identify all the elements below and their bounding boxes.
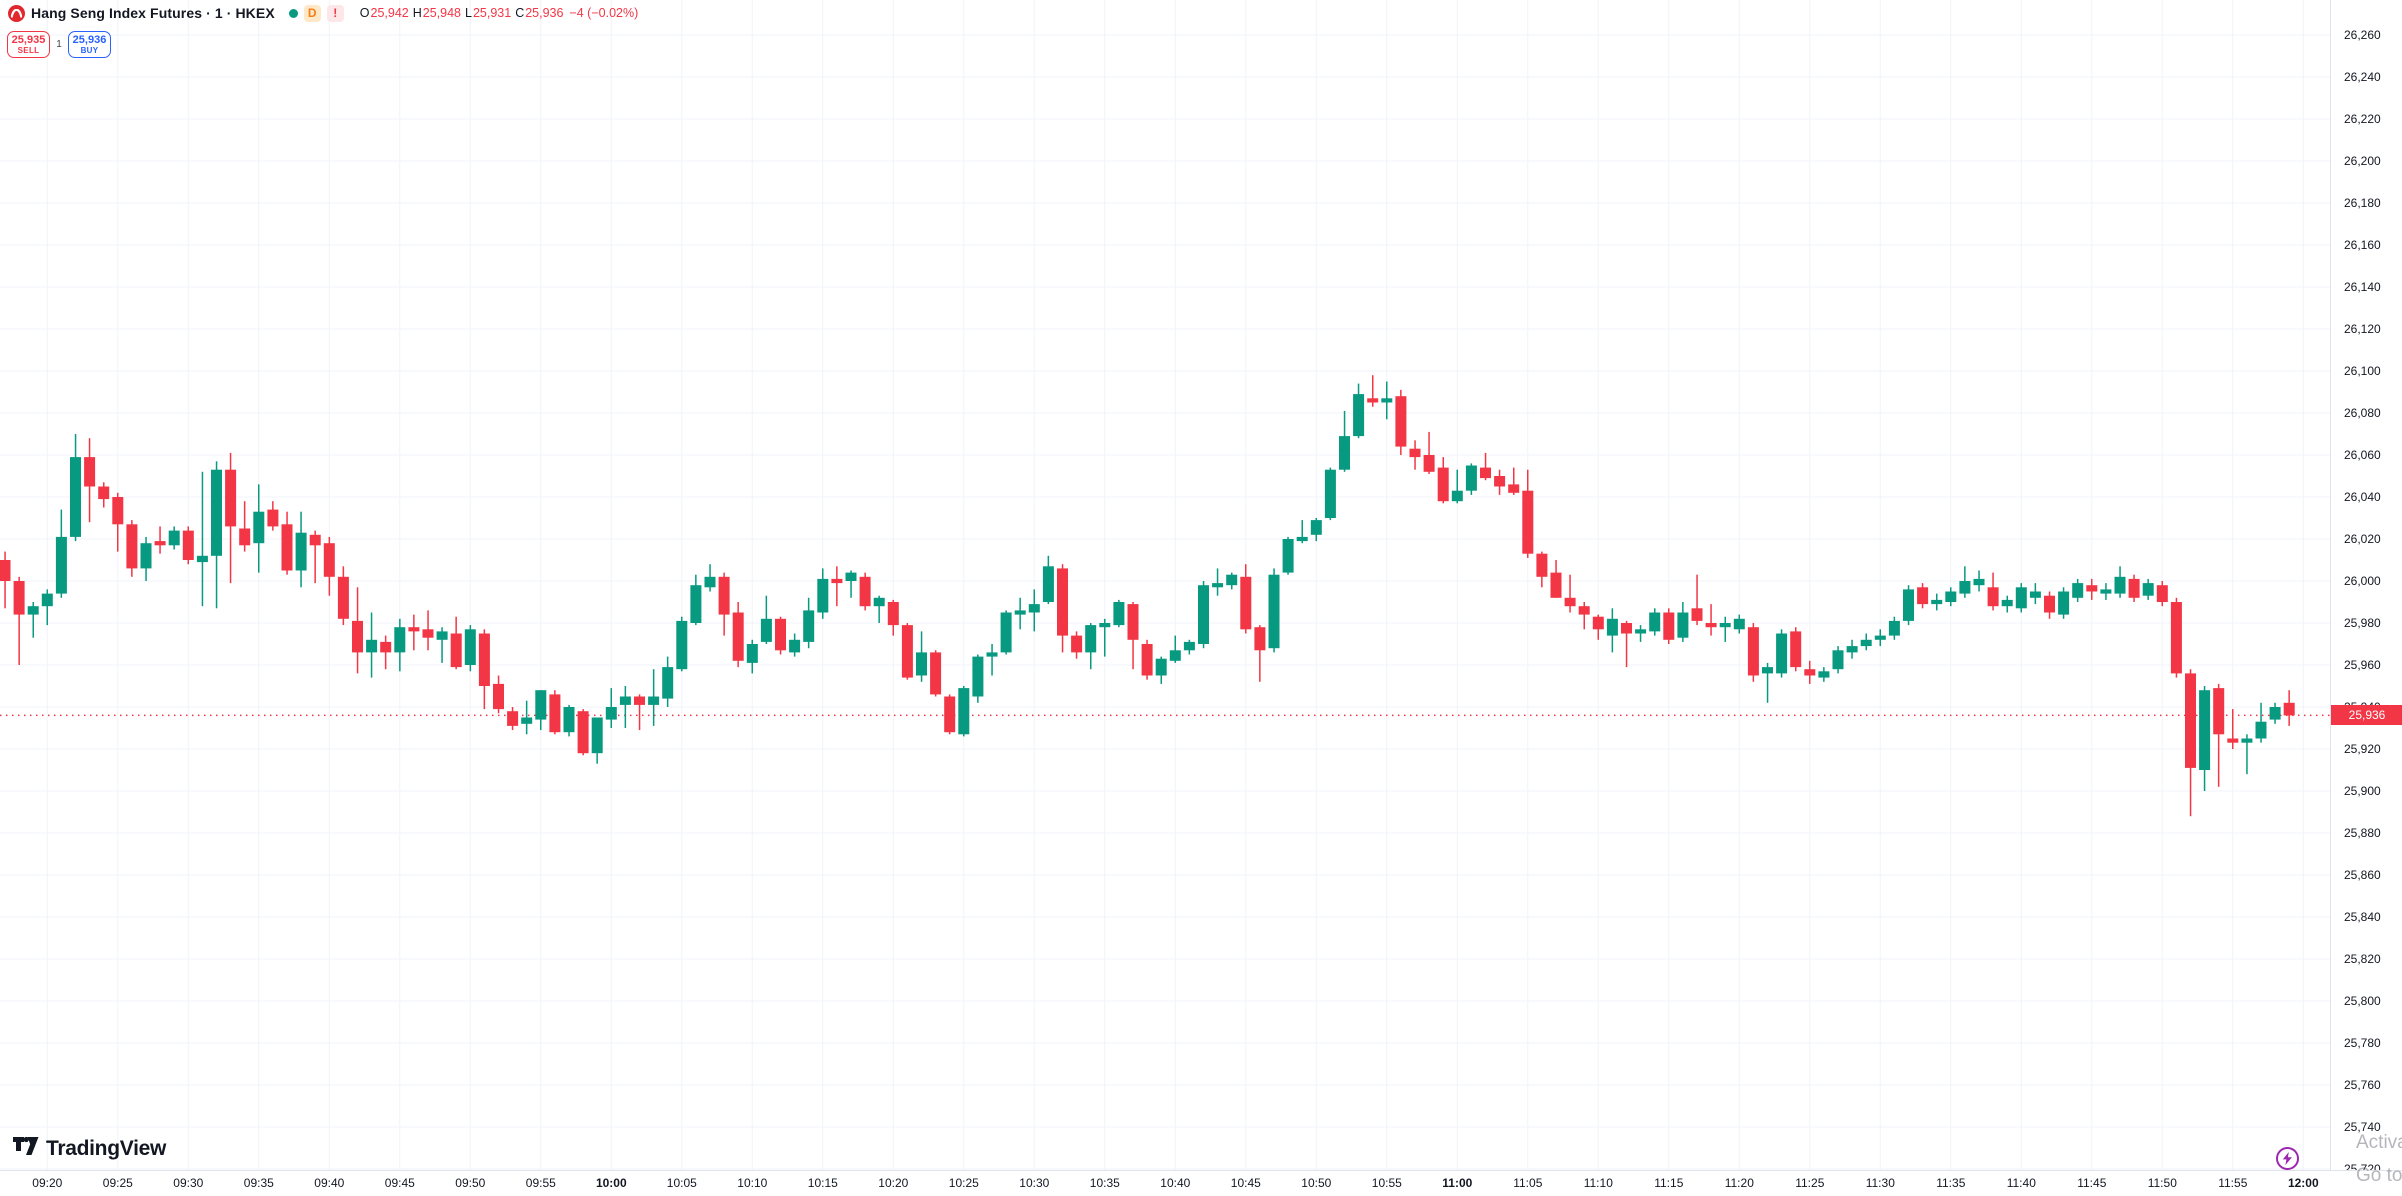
time-axis-label: 10:20: [878, 1176, 909, 1190]
time-axis-label: 11:35: [1936, 1176, 1966, 1190]
price-axis-label: 25,860: [2344, 868, 2381, 882]
time-axis-label: 09:40: [314, 1176, 345, 1190]
time-axis-label: 10:55: [1371, 1176, 1402, 1190]
time-axis-label: 09:35: [243, 1176, 274, 1190]
price-axis-label: 26,040: [2344, 490, 2381, 504]
tradingview-logo-icon: [13, 1136, 39, 1161]
time-axis[interactable]: 09:20 09:25 09:30 09:35 09:40 09:45 09:50 09:55…: [0, 1170, 2402, 1196]
price-axis-label: 26,120: [2344, 322, 2381, 336]
time-axis-label: 10:10: [737, 1176, 768, 1190]
time-axis-label: 11:30: [1865, 1176, 1895, 1190]
price-axis-label: 26,160: [2344, 238, 2381, 252]
time-axis-label: 09:50: [455, 1176, 486, 1190]
price-axis-label: 26,100: [2344, 364, 2381, 378]
ohlc-high-value: 25,948: [422, 6, 461, 20]
buy-label: BUY: [80, 46, 99, 55]
price-axis-label: 25,740: [2344, 1120, 2381, 1134]
buy-button[interactable]: 25,936 BUY: [68, 31, 111, 58]
time-axis-label: 09:25: [102, 1176, 133, 1190]
price-axis-label: 26,140: [2344, 280, 2381, 294]
time-axis-label: 12:00: [2287, 1176, 2319, 1190]
price-axis-label: 26,220: [2344, 112, 2381, 126]
time-axis-label: 11:10: [1583, 1176, 1613, 1190]
ohlc-close-label: C: [515, 6, 525, 20]
ohlc-close-value: 25,936: [525, 6, 564, 20]
time-axis-label: 10:40: [1160, 1176, 1191, 1190]
price-axis-label: 25,800: [2344, 994, 2381, 1008]
market-status-dot-icon: [288, 8, 298, 18]
buy-price: 25,936: [72, 34, 107, 46]
price-axis-label: 26,080: [2344, 406, 2381, 420]
os-watermark: Activa Go to S: [2356, 1126, 2402, 1192]
symbol-logo-icon: [8, 4, 25, 22]
ohlc-high-label: H: [412, 6, 422, 20]
price-axis-label: 26,240: [2344, 70, 2381, 84]
time-axis-label: 11:20: [1724, 1176, 1754, 1190]
ohlc-readout: O 25,942 H 25,948 L 25,931 C 25,936 −4 (−0.0…: [360, 6, 638, 20]
chart-header: Hang Seng Index Futures · 1 · HKEX D ! O…: [8, 2, 638, 24]
time-axis-label: 09:55: [525, 1176, 556, 1190]
time-axis-label: 10:25: [948, 1176, 979, 1190]
sell-price: 25,935: [11, 34, 46, 46]
os-watermark-line1: Activa: [2356, 1132, 2402, 1153]
sell-label: SELL: [17, 46, 40, 55]
price-axis-label: 26,060: [2344, 448, 2381, 462]
price-axis-label: 25,960: [2344, 658, 2381, 672]
time-axis-label: 10:05: [666, 1176, 697, 1190]
time-axis-label: 10:00: [595, 1176, 627, 1190]
time-axis-label: 09:20: [32, 1176, 63, 1190]
last-price-badge: 25,936: [2331, 705, 2402, 726]
tradingview-logo[interactable]: TradingView: [13, 1136, 166, 1161]
quantity-field[interactable]: 1: [56, 39, 62, 50]
price-axis[interactable]: 25,936 26,260 26,240 26,220 26,200 26,180 26,…: [2330, 0, 2402, 1176]
time-axis-label: 10:30: [1019, 1176, 1050, 1190]
price-axis-label: 25,880: [2344, 826, 2381, 840]
time-axis-label: 10:45: [1230, 1176, 1261, 1190]
time-axis-label: 11:05: [1513, 1176, 1543, 1190]
ohlc-open-label: O: [359, 6, 370, 20]
time-axis-label: 09:45: [384, 1176, 415, 1190]
boost-lightning-icon[interactable]: [2276, 1147, 2299, 1170]
time-axis-label: 10:50: [1301, 1176, 1332, 1190]
time-axis-label: 11:55: [2218, 1176, 2248, 1190]
time-axis-label: 10:15: [807, 1176, 838, 1190]
time-axis-label: 11:15: [1654, 1176, 1684, 1190]
time-axis-label: 11:00: [1442, 1176, 1473, 1190]
price-axis-label: 25,980: [2344, 616, 2381, 630]
interval-badge[interactable]: D: [303, 4, 321, 22]
ohlc-low-value: 25,931: [472, 6, 512, 20]
price-axis-label: 26,180: [2344, 196, 2381, 210]
price-axis-label: 25,780: [2344, 1036, 2381, 1050]
ohlc-low-label: L: [465, 6, 472, 20]
alert-badge[interactable]: !: [326, 4, 344, 22]
time-axis-label: 10:35: [1089, 1176, 1120, 1190]
price-axis-label: 25,760: [2344, 1078, 2381, 1092]
symbol-title[interactable]: Hang Seng Index Futures · 1 · HKEX: [31, 5, 275, 21]
tradingview-logo-text: TradingView: [46, 1136, 167, 1160]
time-axis-label: 09:30: [173, 1176, 204, 1190]
time-axis-label: 11:40: [2006, 1176, 2036, 1190]
candlestick-plot: [0, 0, 2330, 1170]
price-axis-label: 26,200: [2344, 154, 2381, 168]
price-axis-label: 26,000: [2344, 574, 2381, 588]
time-axis-label: 11:25: [1795, 1176, 1825, 1190]
sell-button[interactable]: 25,935 SELL: [7, 31, 50, 58]
chart-canvas[interactable]: [0, 0, 2330, 1170]
price-axis-label: 26,260: [2344, 28, 2381, 42]
os-watermark-line2: Go to S: [2356, 1165, 2402, 1186]
price-change-text: −4 (−0.02%): [569, 6, 639, 20]
price-axis-label: 25,920: [2344, 742, 2381, 756]
price-axis-label: 26,020: [2344, 532, 2381, 546]
price-axis-label: 25,840: [2344, 910, 2381, 924]
time-axis-label: 11:50: [2147, 1176, 2177, 1190]
price-axis-label: 25,900: [2344, 784, 2381, 798]
time-axis-label: 11:45: [2077, 1176, 2107, 1190]
price-axis-label: 25,820: [2344, 952, 2381, 966]
ohlc-open-value: 25,942: [370, 6, 409, 20]
trade-panel: 25,935 SELL 1 25,936 BUY: [7, 31, 111, 58]
